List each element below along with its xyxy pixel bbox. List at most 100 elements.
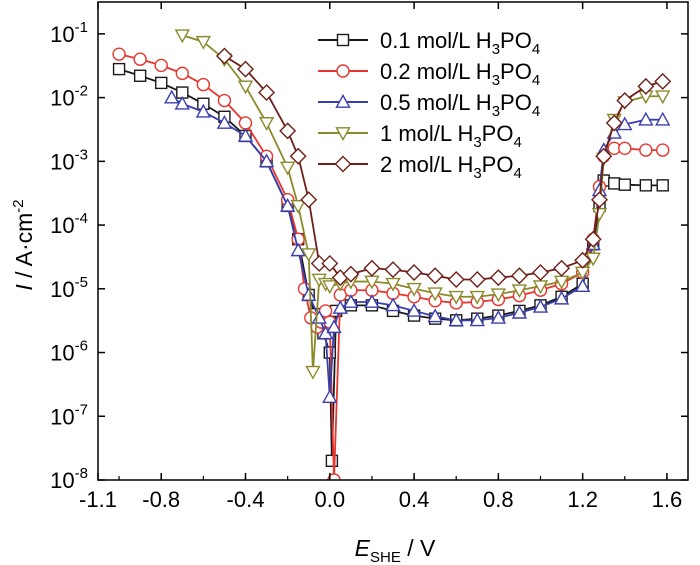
data-point <box>584 230 602 248</box>
x-tick-label: 1.2 <box>567 487 598 512</box>
y-axis-label: I / A·cm-2 <box>10 199 37 290</box>
y-tick-label: 10-6 <box>50 338 88 366</box>
data-point <box>322 389 338 403</box>
x-tick-label: 0.8 <box>483 487 514 512</box>
data-point <box>326 319 342 334</box>
data-point <box>237 80 254 95</box>
data-point <box>532 264 549 282</box>
data-point <box>405 264 423 282</box>
data-point <box>511 284 528 299</box>
data-point <box>325 454 339 468</box>
y-tick-label: 10-1 <box>50 19 88 47</box>
data-point <box>426 267 444 285</box>
data-point <box>469 312 485 327</box>
y-tick-label: 10-5 <box>50 274 88 302</box>
x-tick-label: 0.4 <box>399 487 430 512</box>
legend-item: 1 mol/L H3PO4 <box>318 121 522 151</box>
data-point <box>195 103 212 118</box>
x-tick-label: -1.1 <box>79 487 117 512</box>
x-tick-label: 0.0 <box>314 487 345 512</box>
legend-label: 0.1 mol/L H3PO4 <box>380 28 540 58</box>
legend-label: 0.5 mol/L H3PO4 <box>380 90 540 120</box>
data-point <box>175 66 189 81</box>
data-point <box>511 304 528 319</box>
data-point <box>655 90 671 105</box>
legend-label: 2 mol/L H3PO4 <box>380 152 522 182</box>
data-point <box>300 191 318 209</box>
data-point <box>258 117 275 131</box>
data-point <box>155 76 168 90</box>
data-point <box>427 308 443 323</box>
data-point <box>336 64 350 78</box>
data-point <box>258 84 276 102</box>
data-point <box>133 69 147 82</box>
data-point <box>605 114 623 132</box>
data-point <box>237 60 254 78</box>
data-point <box>553 290 570 305</box>
data-point <box>342 265 360 283</box>
data-point <box>327 473 341 480</box>
data-point <box>301 287 317 301</box>
data-point <box>133 52 147 66</box>
data-point <box>174 95 190 110</box>
plot-frame <box>97 1 689 481</box>
legend-label: 0.2 mol/L H3PO4 <box>380 59 540 89</box>
legend-item: 0.5 mol/L H3PO4 <box>318 90 540 120</box>
data-point <box>336 33 350 47</box>
x-tick-label: 1.6 <box>652 487 683 512</box>
data-point <box>639 179 653 192</box>
series-layer <box>112 29 672 480</box>
data-point <box>469 290 485 305</box>
data-point <box>656 179 669 192</box>
data-point <box>174 29 190 44</box>
data-point <box>321 254 339 272</box>
data-point <box>655 111 671 126</box>
y-tick-label: 10-3 <box>50 146 88 174</box>
data-point <box>532 298 549 313</box>
data-point <box>195 35 212 50</box>
data-point <box>164 89 180 104</box>
data-point <box>279 197 296 212</box>
data-point <box>490 288 507 303</box>
data-point <box>237 128 254 142</box>
y-tick-label: 10-2 <box>50 83 88 111</box>
data-point <box>112 62 126 76</box>
data-point <box>335 127 351 141</box>
data-point <box>616 92 634 110</box>
data-point <box>595 147 613 165</box>
data-point <box>215 47 233 65</box>
data-point <box>385 297 401 312</box>
y-axis: 10-8 10-7 10-6 10-5 10-4 10-3 10-2 10-1 <box>50 19 688 493</box>
data-point <box>608 177 621 190</box>
data-point <box>301 248 317 263</box>
data-point <box>112 47 126 61</box>
data-point <box>553 259 571 277</box>
data-point <box>335 94 351 108</box>
data-point <box>290 199 306 214</box>
data-point <box>217 93 232 108</box>
x-axis: -1.1 -0.8 -0.4 0.0 0.4 0.8 1.2 1.6 <box>79 2 682 512</box>
data-point <box>574 278 591 293</box>
data-point <box>279 122 297 140</box>
data-point <box>364 294 380 308</box>
data-point <box>322 280 338 295</box>
y-tick-label: 10-4 <box>50 210 88 238</box>
series-4 <box>174 29 671 380</box>
data-point <box>238 116 253 130</box>
series-5 <box>215 47 672 288</box>
legend-item: 0.1 mol/L H3PO4 <box>318 28 540 58</box>
x-tick-label: -0.8 <box>142 487 180 512</box>
data-point <box>334 155 352 173</box>
data-point <box>490 309 507 324</box>
data-point <box>448 312 464 327</box>
data-point <box>406 302 422 317</box>
data-point <box>574 251 592 269</box>
x-tick-label: -0.4 <box>227 487 265 512</box>
data-point <box>216 115 233 129</box>
data-point <box>196 77 211 92</box>
data-point <box>489 269 507 287</box>
series-line <box>223 55 663 281</box>
data-point <box>279 161 296 176</box>
